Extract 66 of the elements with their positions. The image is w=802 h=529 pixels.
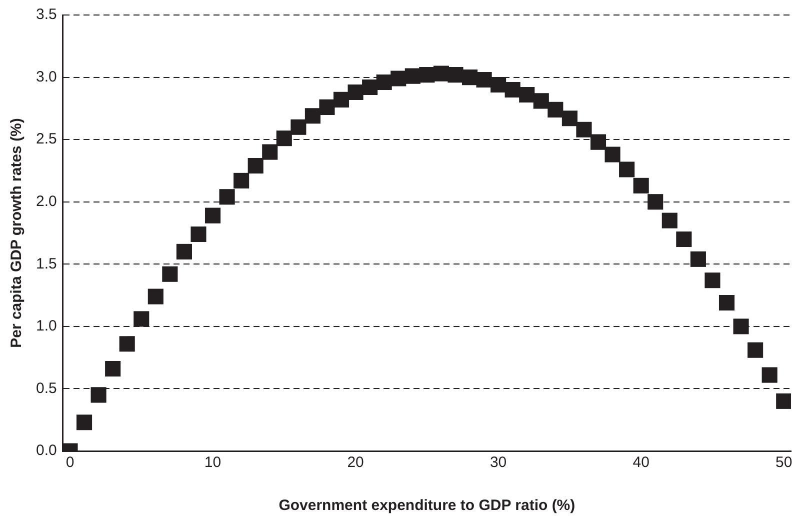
- point: [718, 294, 735, 311]
- point: [333, 92, 350, 108]
- point: [376, 74, 392, 90]
- point: [490, 76, 506, 93]
- point: [562, 110, 578, 126]
- point: [776, 393, 791, 409]
- point: [105, 361, 121, 377]
- point: [590, 134, 606, 150]
- point: [390, 70, 406, 86]
- point: [519, 86, 535, 103]
- point: [162, 266, 178, 282]
- point: [404, 68, 420, 84]
- point: [462, 70, 478, 86]
- y-tick-label: 1.0: [36, 318, 57, 335]
- y-tick-label: 2.5: [36, 130, 57, 148]
- x-tick-label: 10: [204, 454, 222, 472]
- point: [748, 342, 764, 358]
- point: [704, 272, 720, 288]
- point: [548, 102, 564, 118]
- y-tick-label: 3.5: [36, 6, 57, 24]
- x-tick-label: 40: [632, 454, 650, 472]
- point: [733, 318, 749, 334]
- point: [304, 108, 320, 124]
- point: [76, 414, 92, 430]
- y-tick-label: 0.0: [36, 442, 57, 460]
- point: [362, 79, 378, 96]
- point: [219, 189, 235, 205]
- point: [119, 336, 135, 352]
- point: [533, 93, 549, 109]
- point: [276, 130, 292, 146]
- point: [319, 99, 335, 115]
- point: [90, 387, 106, 403]
- y-tick-label: 2.0: [36, 193, 57, 210]
- point: [290, 119, 306, 135]
- point: [448, 67, 464, 83]
- point: [662, 212, 678, 228]
- y-tick-label: 0.5: [36, 380, 57, 397]
- point: [248, 158, 264, 174]
- point: [648, 194, 664, 210]
- point: [762, 367, 778, 383]
- point: [204, 208, 221, 224]
- point: [576, 122, 592, 138]
- point: [262, 144, 278, 160]
- point: [619, 162, 635, 178]
- x-tick-label: 30: [490, 454, 507, 472]
- x-tick-label: 20: [347, 454, 364, 472]
- point: [476, 72, 492, 88]
- point: [234, 172, 250, 188]
- point: [176, 244, 192, 260]
- point: [690, 251, 706, 267]
- point: [676, 231, 692, 248]
- x-tick-label: 50: [776, 454, 792, 472]
- point: [504, 82, 520, 98]
- point: [604, 146, 620, 162]
- point: [419, 67, 435, 83]
- point: [148, 288, 164, 304]
- y-axis-title: Per capita GDP growth rates (%): [8, 118, 26, 348]
- y-tick-label: 3.0: [36, 68, 57, 86]
- x-axis-title: Government expenditure to GDP ratio (%): [278, 497, 576, 514]
- point: [348, 84, 364, 100]
- y-tick-label: 1.5: [36, 255, 57, 272]
- point: [190, 226, 206, 242]
- point: [633, 178, 649, 194]
- x-tick-label: 0: [66, 454, 74, 472]
- point: [134, 311, 150, 327]
- point: [433, 66, 449, 82]
